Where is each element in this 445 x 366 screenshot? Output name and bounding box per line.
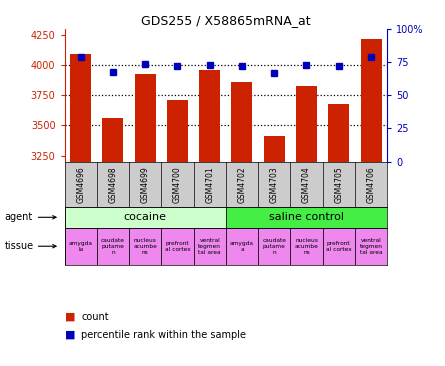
- Bar: [355, 228, 387, 265]
- Bar: [328, 104, 349, 366]
- Bar: [226, 228, 258, 265]
- Bar: [65, 228, 97, 265]
- Text: GSM4699: GSM4699: [141, 166, 150, 203]
- Text: nucleus
acumbe
ns: nucleus acumbe ns: [133, 238, 157, 254]
- Text: ventral
tegmen
tal area: ventral tegmen tal area: [360, 238, 382, 254]
- Text: GSM4698: GSM4698: [109, 166, 117, 202]
- Bar: [296, 86, 317, 366]
- Text: prefront
al cortex: prefront al cortex: [326, 241, 352, 251]
- Text: nucleus
acumbe
ns: nucleus acumbe ns: [295, 238, 319, 254]
- Text: GSM4704: GSM4704: [302, 166, 311, 203]
- Text: count: count: [81, 311, 109, 322]
- Text: saline control: saline control: [269, 212, 344, 222]
- Text: amygda
a: amygda a: [230, 241, 254, 251]
- Text: GSM4700: GSM4700: [173, 166, 182, 203]
- Text: GSM4705: GSM4705: [334, 166, 343, 203]
- Bar: [226, 207, 387, 228]
- Bar: [323, 228, 355, 265]
- Text: GSM4703: GSM4703: [270, 166, 279, 203]
- Bar: [162, 228, 194, 265]
- Bar: [194, 228, 226, 265]
- Bar: [264, 136, 285, 366]
- Text: agent: agent: [4, 212, 32, 222]
- Text: caudate
putame
n: caudate putame n: [262, 238, 286, 254]
- Bar: [291, 228, 323, 265]
- Bar: [129, 228, 162, 265]
- Bar: [360, 40, 381, 366]
- Bar: [65, 207, 226, 228]
- Text: cocaine: cocaine: [124, 212, 167, 222]
- Bar: [70, 54, 91, 366]
- Bar: [135, 74, 156, 366]
- Text: prefront
al cortex: prefront al cortex: [165, 241, 190, 251]
- Text: GSM4702: GSM4702: [238, 166, 247, 202]
- Text: GSM4701: GSM4701: [205, 166, 214, 202]
- Bar: [167, 100, 188, 366]
- Text: ■: ■: [65, 330, 75, 340]
- Bar: [97, 228, 129, 265]
- Text: ■: ■: [65, 311, 75, 322]
- Title: GDS255 / X58865mRNA_at: GDS255 / X58865mRNA_at: [141, 14, 311, 27]
- Text: tissue: tissue: [4, 241, 33, 251]
- Bar: [199, 70, 220, 366]
- Bar: [231, 82, 252, 366]
- Text: ventral
tegmen
tal area: ventral tegmen tal area: [198, 238, 221, 254]
- Text: GSM4706: GSM4706: [367, 166, 376, 203]
- Text: caudate
putame
n: caudate putame n: [101, 238, 125, 254]
- Text: amygda
la: amygda la: [69, 241, 93, 251]
- Bar: [102, 118, 123, 366]
- Text: GSM4696: GSM4696: [76, 166, 85, 203]
- Text: percentile rank within the sample: percentile rank within the sample: [81, 330, 247, 340]
- Bar: [258, 228, 291, 265]
